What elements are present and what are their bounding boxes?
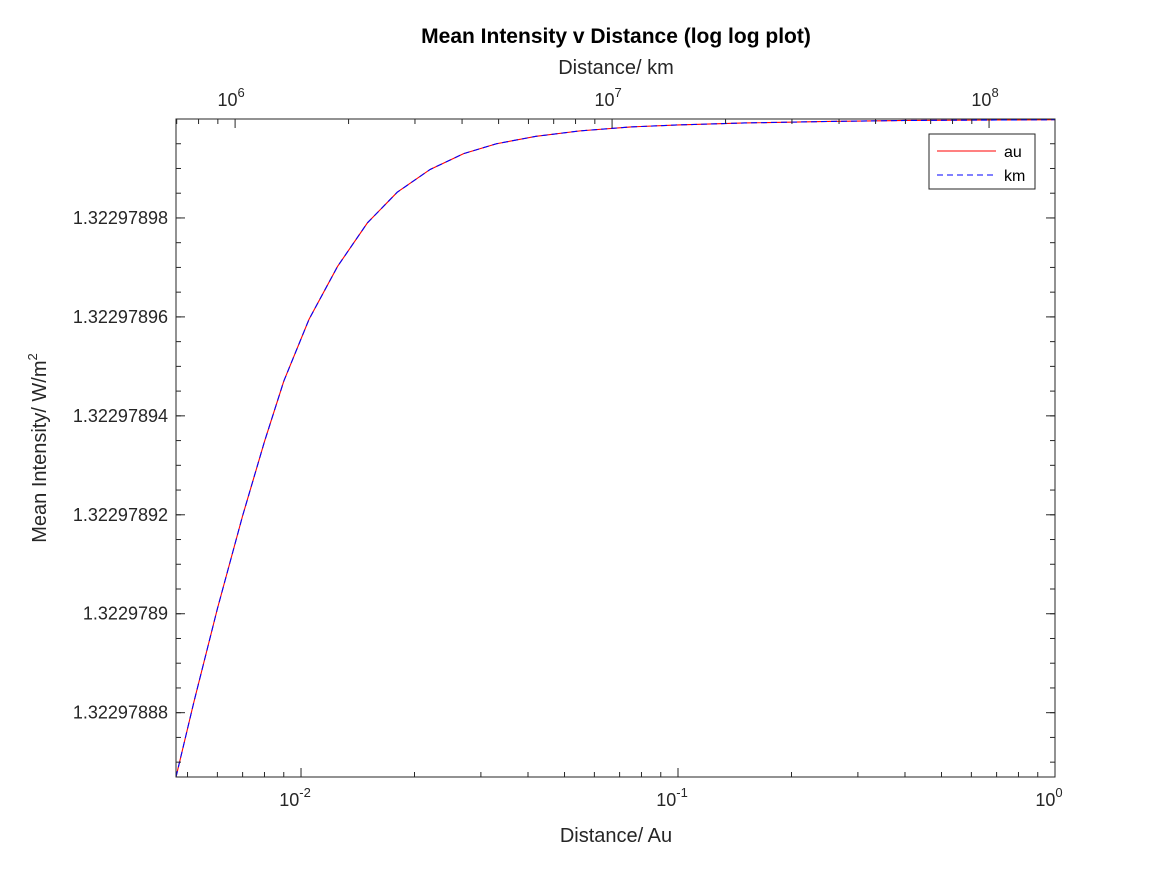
x2-tick-label-exponent: 8 xyxy=(991,85,998,100)
legend-box xyxy=(928,133,1036,190)
x2-tick-label: 107 xyxy=(594,85,621,110)
legend-label-km: km xyxy=(1004,168,1025,185)
y-tick-label: 1.32297892 xyxy=(73,505,168,525)
x2-tick-label-exponent: 7 xyxy=(614,85,621,100)
y-axis-label: Mean Intensity/ W/m2 xyxy=(25,353,51,543)
y-tick-label: 1.32297894 xyxy=(73,406,168,426)
x2-tick-label: 106 xyxy=(217,85,244,110)
plot-background xyxy=(176,119,1055,777)
x-tick-label: 10-1 xyxy=(656,785,688,810)
x-axis-label: Distance/ Au xyxy=(560,825,672,847)
y-axis-label-superscript: 2 xyxy=(25,353,40,360)
legend-label-au: au xyxy=(1004,144,1022,161)
x-tick-label-exponent: -1 xyxy=(676,785,688,800)
x-tick-label-exponent: 0 xyxy=(1055,785,1062,800)
chart-title: Mean Intensity v Distance (log log plot) xyxy=(421,25,811,48)
x2-tick-label-base: 10 xyxy=(594,90,614,110)
y-axis-label-text: Mean Intensity/ W/m xyxy=(29,360,51,542)
x2-tick-label-base: 10 xyxy=(971,90,991,110)
series-line-km xyxy=(175,119,1056,778)
x-tick-label: 10-2 xyxy=(279,785,311,810)
x-tick-label-base: 10 xyxy=(279,790,299,810)
x-tick-label: 100 xyxy=(1035,785,1062,810)
x-tick-label-base: 10 xyxy=(656,790,676,810)
y-tick-label: 1.32297888 xyxy=(73,703,168,723)
y-tick-label: 1.3229789 xyxy=(83,604,168,624)
x-tick-label-base: 10 xyxy=(1035,790,1055,810)
x2-tick-label-exponent: 6 xyxy=(237,85,244,100)
x2-axis-label: Distance/ km xyxy=(558,57,674,79)
axes-box xyxy=(175,118,1056,778)
x-tick-label-exponent: -2 xyxy=(299,785,311,800)
y-tick-label: 1.32297896 xyxy=(73,307,168,327)
x2-tick-label-base: 10 xyxy=(217,90,237,110)
y-tick-label: 1.32297898 xyxy=(73,208,168,228)
x2-tick-label: 108 xyxy=(971,85,998,110)
